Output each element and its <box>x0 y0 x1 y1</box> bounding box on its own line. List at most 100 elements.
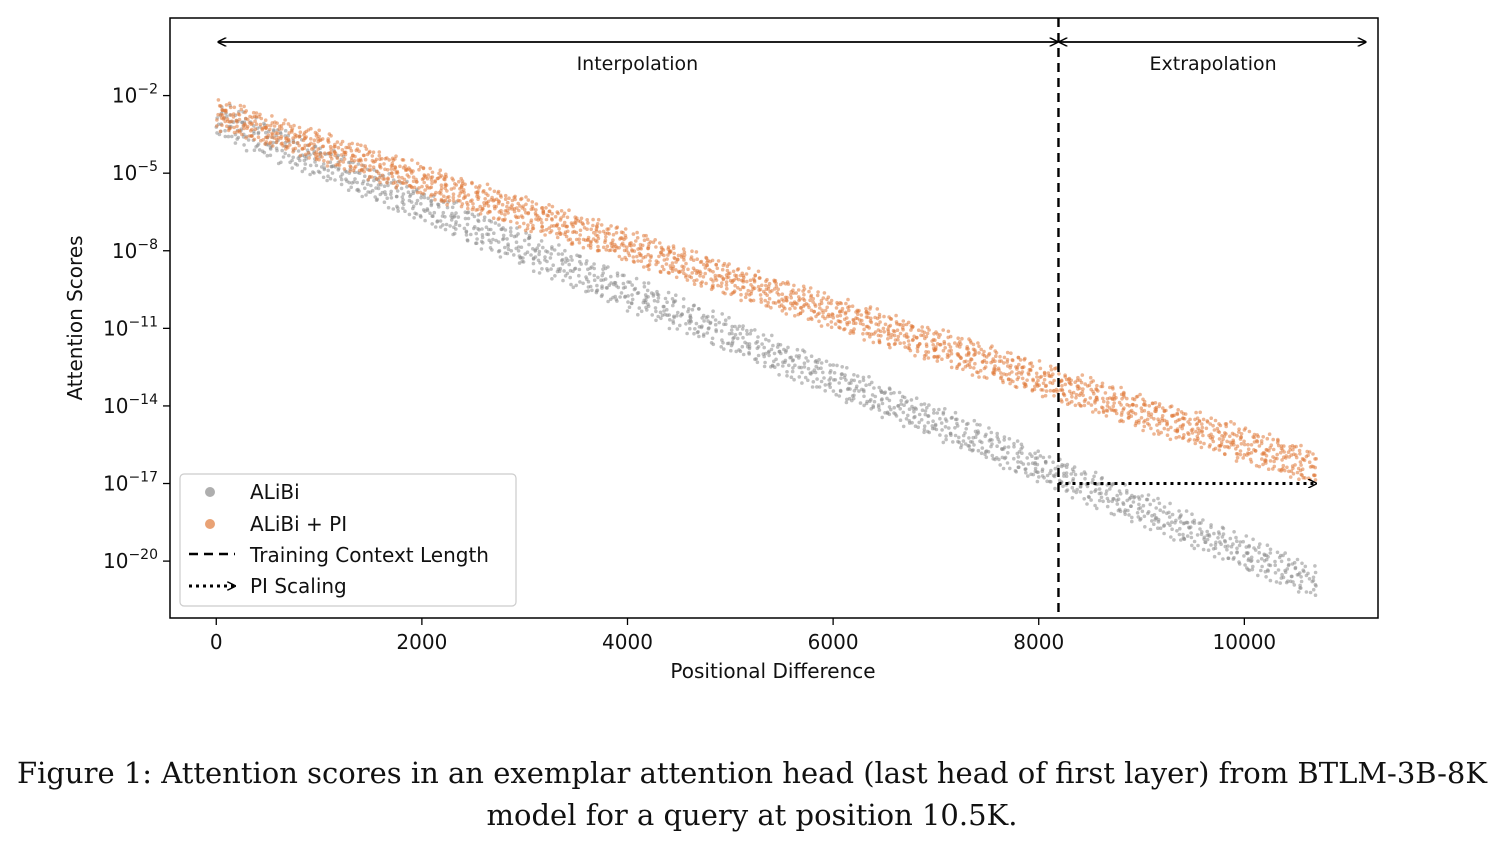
alibi-point <box>548 256 553 260</box>
alibi-point <box>374 186 378 190</box>
alibi-point <box>235 137 239 141</box>
alibi-pi-point <box>690 271 694 275</box>
alibi-point <box>837 381 841 385</box>
alibi-pi-point <box>1059 379 1064 383</box>
alibi-pi-point <box>256 135 261 139</box>
alibi-pi-point <box>896 334 901 339</box>
alibi-point <box>376 183 381 187</box>
alibi-pi-point <box>1018 358 1023 362</box>
alibi-pi-point <box>1168 437 1173 442</box>
alibi-pi-point <box>1142 399 1147 404</box>
alibi-pi-point <box>571 230 575 234</box>
alibi-pi-point <box>420 184 424 189</box>
alibi-point <box>1185 520 1190 525</box>
alibi-point <box>855 374 860 378</box>
alibi-point <box>625 309 630 313</box>
alibi-point <box>1127 513 1131 517</box>
alibi-pi-point <box>1091 410 1095 414</box>
alibi-point <box>1148 502 1152 507</box>
alibi-pi-point <box>591 217 595 222</box>
alibi-pi-point <box>378 164 382 169</box>
alibi-pi-point <box>1043 393 1048 398</box>
alibi-pi-point <box>1015 377 1020 382</box>
alibi-point <box>476 218 480 223</box>
alibi-pi-point <box>682 250 687 254</box>
alibi-point <box>260 149 265 153</box>
alibi-pi-point <box>1074 392 1079 397</box>
alibi-pi-point <box>432 192 437 197</box>
alibi-pi-point <box>1173 419 1178 424</box>
alibi-point <box>995 431 999 436</box>
alibi-point <box>464 233 469 237</box>
alibi-point <box>1244 534 1249 538</box>
alibi-point <box>919 402 924 407</box>
alibi-pi-point <box>1005 360 1009 364</box>
alibi-point <box>1150 519 1154 523</box>
alibi-pi-point <box>979 347 983 352</box>
alibi-point <box>1033 466 1038 471</box>
alibi-pi-point <box>730 291 735 295</box>
alibi-point <box>806 378 810 383</box>
alibi-point <box>573 266 578 271</box>
alibi-point <box>987 426 991 430</box>
alibi-pi-point <box>764 304 768 308</box>
alibi-pi-point <box>325 164 330 168</box>
alibi-point <box>1310 579 1314 584</box>
alibi-pi-point <box>926 356 931 360</box>
alibi-point <box>790 358 795 363</box>
alibi-pi-point <box>348 169 352 173</box>
alibi-pi-point <box>1089 403 1094 407</box>
alibi-pi-point <box>920 325 924 329</box>
alibi-pi-point <box>574 230 579 235</box>
alibi-point <box>1101 499 1105 504</box>
alibi-pi-point <box>872 332 876 336</box>
alibi-pi-point <box>868 335 872 339</box>
alibi-point <box>606 299 610 304</box>
alibi-pi-point <box>540 221 544 225</box>
alibi-pi-point <box>594 224 599 228</box>
alibi-pi-point <box>1223 452 1227 457</box>
alibi-pi-point <box>1211 423 1215 428</box>
alibi-pi-point <box>1199 445 1204 450</box>
alibi-point <box>497 223 501 227</box>
alibi-point <box>973 435 978 440</box>
alibi-point <box>1179 538 1183 542</box>
alibi-point <box>365 182 370 187</box>
alibi-point <box>437 205 441 209</box>
alibi-point <box>815 377 819 381</box>
alibi-pi-point <box>943 346 947 350</box>
alibi-pi-point <box>1208 435 1213 440</box>
alibi-pi-point <box>609 224 613 228</box>
alibi-point <box>1192 518 1197 523</box>
alibi-point <box>1064 465 1069 470</box>
alibi-pi-point <box>541 211 546 216</box>
alibi-pi-point <box>1198 410 1202 415</box>
alibi-point <box>705 331 710 335</box>
alibi-pi-point <box>794 291 798 295</box>
alibi-point <box>1030 454 1034 459</box>
alibi-pi-point <box>641 255 645 260</box>
alibi-pi-point <box>355 142 360 147</box>
alibi-pi-point <box>555 235 560 240</box>
alibi-pi-point <box>931 343 935 347</box>
alibi-pi-point <box>545 213 549 217</box>
alibi-point <box>595 288 600 293</box>
alibi-pi-point <box>496 201 501 206</box>
alibi-pi-point <box>714 278 719 282</box>
alibi-pi-point <box>777 304 782 309</box>
alibi-pi-point <box>567 208 571 212</box>
alibi-point <box>537 249 542 254</box>
alibi-point <box>503 251 508 255</box>
alibi-pi-point <box>632 260 636 264</box>
alibi-pi-point <box>274 140 279 145</box>
alibi-pi-point <box>831 315 836 320</box>
alibi-pi-point <box>1235 452 1240 456</box>
alibi-pi-point <box>864 307 868 311</box>
alibi-pi-point <box>1264 454 1269 458</box>
alibi-pi-point <box>466 193 471 197</box>
alibi-point <box>500 227 504 232</box>
alibi-point <box>711 315 715 319</box>
alibi-pi-point <box>895 322 899 326</box>
alibi-pi-point <box>989 360 993 365</box>
alibi-pi-point <box>1022 358 1027 362</box>
